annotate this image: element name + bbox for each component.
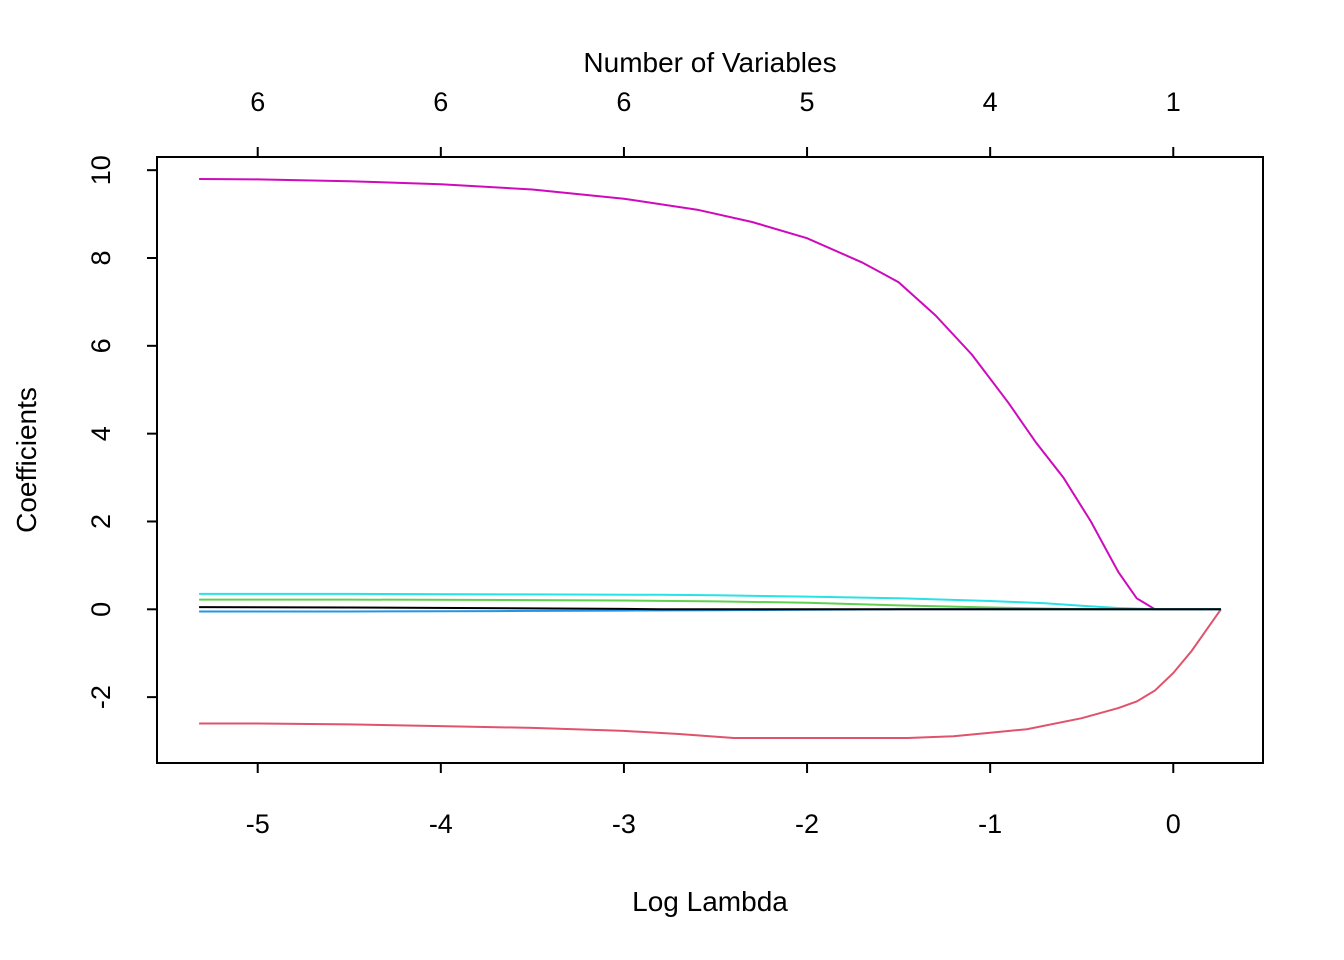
- x-tick-label: 0: [1166, 809, 1181, 839]
- top-tick-label: 1: [1166, 87, 1181, 117]
- series-lines: [199, 178, 1222, 739]
- x-tick-label: -3: [612, 809, 636, 839]
- x-tick-label: -2: [795, 809, 819, 839]
- y-tick-label: -2: [86, 685, 116, 709]
- x-tick-label: -4: [429, 809, 453, 839]
- y-tick-label: 0: [86, 602, 116, 617]
- top-tick-label: 5: [800, 87, 815, 117]
- y-tick-label: 6: [86, 338, 116, 353]
- plot-frame: [156, 156, 1264, 764]
- coefficient-path-2: [199, 608, 1222, 739]
- x-axis-title: Log Lambda: [632, 886, 788, 917]
- x-tick-label: -1: [978, 809, 1002, 839]
- top-tick-label: 6: [433, 87, 448, 117]
- top-tick-label: 6: [616, 87, 631, 117]
- y-tick-label: 2: [86, 514, 116, 529]
- top-tick-label: 4: [983, 87, 998, 117]
- axes: -5 -4 -3 -2 -1 0 6 6 6 5 4 1 -2 0 2 4 6 8 10: [86, 87, 1181, 839]
- y-tick-label: 8: [86, 250, 116, 265]
- x-tick-label: -5: [246, 809, 270, 839]
- top-axis-title: Number of Variables: [583, 47, 836, 78]
- y-tick-label: 10: [86, 155, 116, 185]
- coefficient-path-1: [199, 178, 1221, 611]
- coefficient-path-3: [199, 592, 1221, 611]
- top-tick-label: 6: [250, 87, 265, 117]
- coefficient-path-6: [199, 606, 1221, 611]
- y-axis-title: Coefficients: [11, 387, 42, 533]
- y-tick-label: 4: [86, 426, 116, 441]
